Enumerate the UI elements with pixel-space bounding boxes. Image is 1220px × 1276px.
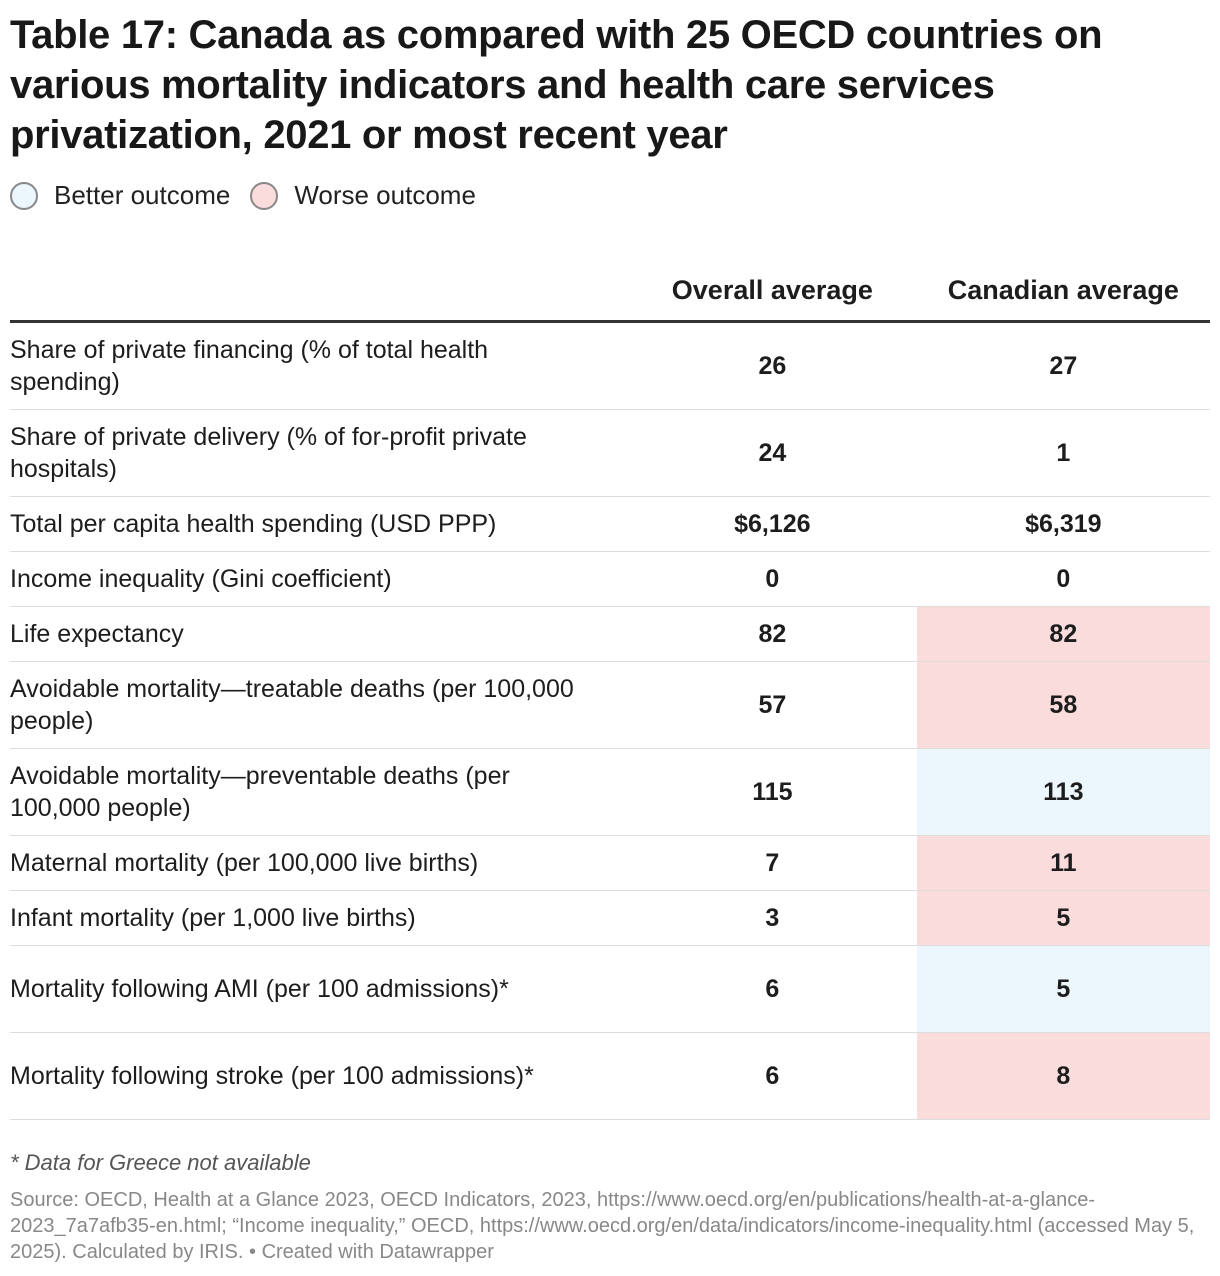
row-label: Maternal mortality (per 100,000 live bir…: [10, 835, 629, 891]
overall-average-cell: 0: [628, 551, 917, 607]
overall-average-cell: 6: [628, 1032, 917, 1120]
overall-average-cell: 7: [628, 835, 917, 891]
better-swatch-icon: [10, 181, 38, 210]
legend-item-worse: Worse outcome: [250, 180, 476, 211]
table-row: Share of private delivery (% of for-prof…: [10, 409, 1210, 497]
canadian-average-cell: 11: [916, 835, 1210, 891]
overall-average-cell: 26: [628, 321, 917, 410]
overall-average-cell: 3: [628, 890, 917, 946]
worse-swatch-icon: [250, 181, 279, 210]
row-label: Total per capita health spending (USD PP…: [10, 496, 629, 552]
table-row: Income inequality (Gini coefficient) 0 0: [10, 551, 1210, 607]
row-label: Life expectancy: [10, 606, 629, 662]
canadian-average-cell: $6,319: [916, 496, 1210, 552]
legend-item-better: Better outcome: [10, 180, 230, 211]
table-row: Avoidable mortality—preventable deaths (…: [10, 748, 1210, 836]
overall-average-cell: 115: [628, 748, 917, 836]
row-label: Avoidable mortality—preventable deaths (…: [10, 748, 629, 836]
footnote: * Data for Greece not available: [10, 1150, 311, 1175]
overall-average-cell: $6,126: [628, 496, 917, 552]
overall-average-cell: 57: [628, 661, 917, 749]
row-label: Avoidable mortality—treatable deaths (pe…: [10, 661, 629, 749]
row-label: Infant mortality (per 1,000 live births): [10, 890, 629, 946]
table-row: Life expectancy 82 82: [10, 606, 1210, 662]
header-overall-average: Overall average: [628, 260, 917, 323]
row-label: Mortality following stroke (per 100 admi…: [10, 1032, 629, 1120]
overall-average-cell: 82: [628, 606, 917, 662]
overall-average-cell: 6: [628, 945, 917, 1033]
row-label: Income inequality (Gini coefficient): [10, 551, 629, 607]
table-row: Infant mortality (per 1,000 live births)…: [10, 890, 1210, 946]
table-row: Mortality following stroke (per 100 admi…: [10, 1032, 1210, 1120]
canadian-average-cell: 0: [916, 551, 1210, 607]
table-row: Total per capita health spending (USD PP…: [10, 496, 1210, 552]
table-row: Mortality following AMI (per 100 admissi…: [10, 945, 1210, 1033]
canadian-average-cell: 5: [916, 945, 1210, 1033]
source-text: Source: OECD, Health at a Glance 2023, O…: [10, 1189, 1195, 1263]
table-row: Share of private financing (% of total h…: [10, 321, 1210, 410]
row-label: Share of private financing (% of total h…: [10, 321, 629, 410]
table-row: Avoidable mortality—treatable deaths (pe…: [10, 661, 1210, 749]
header-indicator: [10, 260, 629, 323]
canadian-average-cell: 5: [916, 890, 1210, 946]
legend-label: Better outcome: [54, 180, 231, 210]
canadian-average-cell: 1: [916, 409, 1210, 497]
data-table: Overall average Canadian average Share o…: [10, 260, 1210, 1120]
canadian-average-cell: 82: [916, 606, 1210, 662]
header-row: Overall average Canadian average: [10, 260, 1210, 323]
legend-label: Worse outcome: [294, 180, 476, 210]
table-row: Maternal mortality (per 100,000 live bir…: [10, 835, 1210, 891]
canadian-average-cell: 27: [916, 321, 1210, 410]
row-label: Share of private delivery (% of for-prof…: [10, 409, 629, 497]
table-title: Table 17: Canada as compared with 25 OEC…: [10, 13, 1103, 157]
row-label: Mortality following AMI (per 100 admissi…: [10, 945, 629, 1033]
legend: Better outcome Worse outcome: [10, 180, 496, 211]
canadian-average-cell: 8: [916, 1032, 1210, 1120]
canadian-average-cell: 58: [916, 661, 1210, 749]
canadian-average-cell: 113: [916, 748, 1210, 836]
overall-average-cell: 24: [628, 409, 917, 497]
header-canadian-average: Canadian average: [916, 260, 1210, 323]
